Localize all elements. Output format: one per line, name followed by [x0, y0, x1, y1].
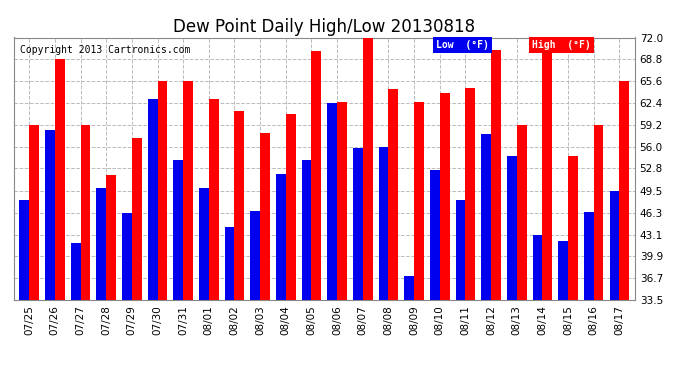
Bar [97, 188, 106, 300]
Bar [455, 200, 466, 300]
Text: High  (°F): High (°F) [533, 40, 591, 50]
Bar [225, 227, 235, 300]
Text: Low  (°F): Low (°F) [436, 40, 489, 50]
Bar [584, 212, 593, 300]
Bar [593, 125, 604, 300]
Bar [404, 276, 414, 300]
Title: Dew Point Daily High/Low 20130818: Dew Point Daily High/Low 20130818 [173, 18, 475, 36]
Bar [491, 50, 501, 300]
Bar [620, 81, 629, 300]
Bar [286, 114, 295, 300]
Bar [440, 93, 449, 300]
Bar [542, 51, 552, 300]
Bar [302, 160, 311, 300]
Text: Copyright 2013 Cartronics.com: Copyright 2013 Cartronics.com [20, 45, 190, 56]
Bar [183, 81, 193, 300]
Bar [235, 111, 244, 300]
Bar [379, 147, 388, 300]
Bar [122, 213, 132, 300]
Bar [482, 134, 491, 300]
Bar [337, 102, 347, 300]
Bar [388, 89, 398, 300]
Bar [209, 99, 219, 300]
Bar [363, 38, 373, 300]
Bar [19, 200, 29, 300]
Bar [199, 188, 209, 300]
Bar [276, 174, 286, 300]
Bar [327, 103, 337, 300]
Bar [29, 125, 39, 300]
Bar [106, 175, 116, 300]
Bar [533, 235, 542, 300]
Bar [353, 148, 363, 300]
Bar [414, 102, 424, 300]
Bar [260, 133, 270, 300]
Bar [45, 130, 55, 300]
Bar [148, 99, 157, 300]
Bar [568, 156, 578, 300]
Bar [507, 156, 517, 300]
Bar [55, 59, 65, 300]
Bar [71, 243, 81, 300]
Bar [250, 211, 260, 300]
Bar [81, 125, 90, 300]
Bar [517, 125, 526, 300]
Bar [173, 160, 183, 300]
Bar [558, 241, 568, 300]
Bar [466, 88, 475, 300]
Bar [157, 81, 167, 300]
Bar [610, 191, 620, 300]
Bar [430, 170, 440, 300]
Bar [311, 51, 322, 300]
Bar [132, 138, 141, 300]
